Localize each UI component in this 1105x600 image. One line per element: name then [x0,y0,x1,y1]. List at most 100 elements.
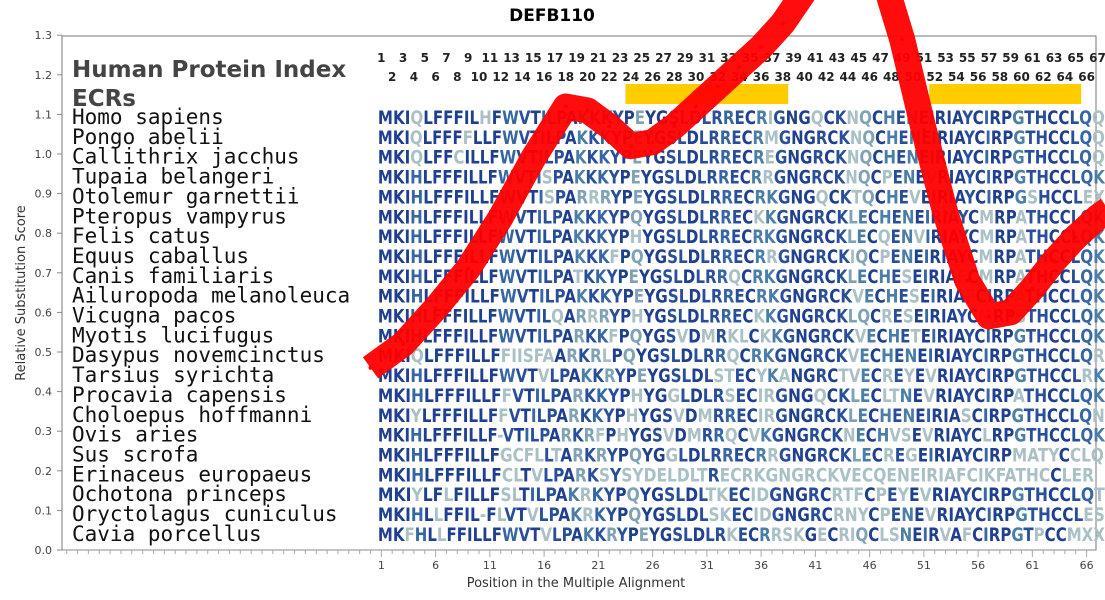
position-label-even: 46 [861,70,878,84]
x-tick-label: 26 [646,559,660,572]
y-tick-label: 1.1 [35,108,53,121]
sequence-row: MKIHLFFFILLF-VTILPARKRFPHYGSVDMRRQCVKGNG… [378,425,1105,447]
sequence-row: MKIQLFFFILLFFIISFAARKRLPQYGSLDLRRQCRKGNG… [378,345,1105,367]
x-tick-label: 21 [591,559,605,572]
position-label-odd: 39 [785,51,802,65]
series-point [1008,310,1013,315]
position-label-odd: 3 [399,51,407,65]
position-label-even: 22 [601,70,618,84]
series-point [965,278,970,283]
series-layer [362,0,1105,379]
position-label-even: 66 [1078,70,1095,84]
species-label: Otolemur garnettii [72,184,300,208]
sequence-row: MKIQLFFCILLFWVTILPAKKKYPEYGSLDLRRECREGNG… [378,147,1105,169]
position-label-even: 42 [818,70,835,84]
species-label: Equus caballus [72,244,249,268]
species-label: Dasypus novemcinctus [72,343,325,367]
x-tick-label: 41 [808,559,822,572]
position-label-odd: 31 [698,51,715,65]
sequence-row: MKIHLFFFILLFGCFLLTARKRYPQYGGLDLRRECRRGNG… [378,444,1105,466]
series-point [921,128,926,133]
position-label-even: 62 [1035,70,1052,84]
series-point [1052,258,1056,263]
panel-title-line2: ECRs [72,86,136,112]
position-label-odd: 41 [807,51,824,65]
series-point [737,64,742,69]
position-label-odd: 23 [612,51,629,65]
series-point [498,215,503,220]
species-label: Cavia porcellus [72,522,262,546]
position-label-odd: 13 [503,51,520,65]
species-label: Felis catus [72,224,211,248]
y-tick-label: 1.2 [35,69,53,82]
series-point [368,365,373,370]
species-label: Ailuropoda melanoleuca [72,284,350,308]
series-point [607,124,612,129]
series-point [900,37,905,42]
position-label-even: 30 [688,70,705,84]
position-label-even: 20 [579,70,596,84]
series-point [759,45,764,50]
sequence-row: MKIQLFFFILHFWVTILPAKKKYPEYGSLDLRRECRIGNG… [378,107,1105,129]
y-tick-label: 0.7 [35,267,53,280]
position-label-odd: 53 [937,51,954,65]
series-point [943,211,948,216]
x-tick-label: 16 [537,559,551,572]
position-label-odd: 19 [568,51,585,65]
series-point [694,104,698,109]
position-label-odd: 29 [677,51,694,65]
series-point [585,108,590,113]
species-label: Tarsius syrichta [72,363,274,387]
x-axis-ticks: 1 6 11 16 21 26 31 36 41 46 51 56 61 66 [66,550,1094,572]
y-tick-label: 0.2 [35,465,53,478]
ecr-region-bar [929,84,1082,104]
species-label: Oryctolagus cuniculus [72,502,338,526]
position-label-odd: 7 [442,51,450,65]
sequence-row: MKIHLLFFIL-FLVTVLPAKRKYPQYGSLDLSKECIDGNG… [378,504,1105,526]
sequence-row: MKIHLFFFILLFCLTVLPARKSYSYDELDLTRECRKGNGR… [378,464,1094,486]
species-label: Homo sapiens [72,105,224,129]
series-point [715,84,720,89]
position-label-even: 52 [926,70,943,84]
position-label-even: 58 [991,70,1008,84]
position-label-even: 60 [1013,70,1030,84]
position-label-odd: 57 [981,51,998,65]
sequence-row: MKIHLFFFILLFWVTILPATKKYPEYGSLDLRRQCRKGNG… [378,266,1105,288]
y-tick-label: 0.8 [35,227,53,240]
series-point [466,266,471,271]
sequence-row: MKIHLFFFILLFWVTVLPAKKRYPEYGSLDLSTECYKANG… [378,365,1105,387]
series-point [1073,235,1078,240]
position-label-even: 44 [840,70,857,84]
x-tick-label: 46 [863,559,877,572]
species-label: Pongo abelii [72,125,224,149]
species-label: Vicugna pacos [72,304,236,328]
position-label-odd: 43 [829,51,846,65]
x-tick-label: 66 [1080,559,1094,572]
position-label-even: 6 [431,70,439,84]
x-tick-label: 61 [1025,559,1039,572]
series-point [531,156,536,160]
position-label-odd: 1 [377,51,385,65]
species-label: Ovis aries [72,423,198,447]
position-label-odd: 45 [850,51,867,65]
x-tick-label: 31 [700,559,714,572]
species-label: Ochotona princeps [72,482,287,506]
species-label: Choloepus hoffmanni [72,403,312,427]
series-point [672,124,677,129]
y-axis-ticks: 0.0 0.1 0.2 0.3 0.4 0.5 0.6 0.7 0.8 0.9 1.0 1.1 1.2 1… [35,0,62,557]
species-label: Sus scrofa [72,442,198,466]
y-tick-label: 0.3 [35,425,53,438]
series-point [401,342,406,347]
position-label-even: 54 [948,70,965,84]
position-label-odd: 9 [464,51,472,65]
position-label-odd: 61 [1024,51,1041,65]
species-label: Procavia capensis [72,383,287,407]
position-label-even: 36 [753,70,770,84]
position-label-odd: 5 [421,51,429,65]
position-label-even: 4 [410,70,418,84]
series-point [780,21,785,26]
position-label-even: 24 [623,70,640,84]
series-point [1030,286,1035,291]
sequence-row: MKIHLFFFILLFWVTISPARRRYPEYGSLDLRRECRKGNG… [378,186,1105,208]
